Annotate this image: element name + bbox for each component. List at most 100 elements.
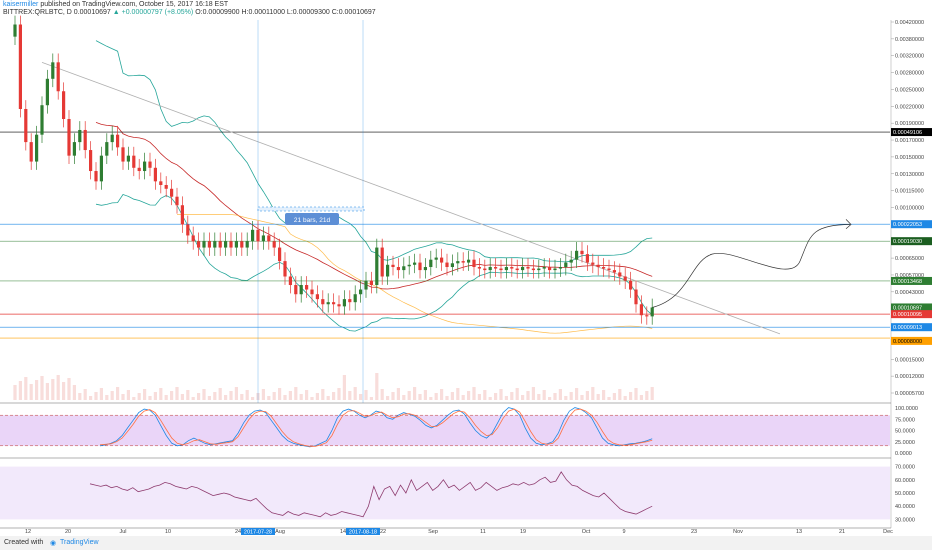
candle [634, 289, 638, 305]
candle [386, 264, 390, 277]
candle [375, 247, 379, 286]
candle [558, 267, 562, 269]
price-tag-label: 0.00013468 [893, 279, 922, 285]
volume-bar [337, 388, 341, 400]
candle [326, 302, 330, 305]
price-tag-label: 0.00019030 [893, 239, 922, 245]
moving-average [177, 214, 653, 334]
candle [278, 247, 282, 262]
volume-bar [24, 377, 28, 400]
price-tag-label: 0.00010697 [893, 305, 922, 311]
candle [213, 241, 217, 248]
candle [629, 280, 633, 290]
volume-bar [418, 394, 422, 400]
candle [245, 241, 249, 248]
candle [35, 134, 39, 162]
volume-bar [288, 391, 292, 400]
volume-bar [639, 395, 643, 400]
price-tick-label: 0.00057000 [895, 273, 924, 279]
volume-bar [423, 390, 427, 400]
candle [267, 235, 271, 242]
price-tag-label: 0.00010095 [893, 312, 922, 318]
price-tick-label: 0.00420000 [895, 20, 924, 26]
volume-bar [67, 378, 71, 400]
volume-bar [180, 394, 184, 400]
volume-bar [369, 397, 373, 400]
candle [348, 299, 352, 303]
symbol: BITTREX:QRLBTC, D [3, 9, 72, 16]
price-tag [891, 237, 932, 246]
volume-bar [612, 393, 616, 400]
volume-bar [380, 389, 384, 400]
candle [445, 262, 449, 268]
volume-bar [72, 385, 76, 400]
candle [515, 268, 519, 271]
volume-bar [650, 387, 654, 400]
price-tag-label: 0.00008000 [893, 339, 922, 345]
volume-bar [634, 388, 638, 400]
volume-bar [607, 397, 611, 400]
price-tick-label: 0.00100000 [895, 206, 924, 212]
volume-bar [191, 397, 195, 400]
ohlc-values: O:0.00009900 H:0.00011000 L:0.00009300 C… [195, 9, 376, 16]
price-tag [891, 128, 932, 137]
stoch-rsi-pane[interactable]: 100.0000 75.0000 50.0000 25.0000 0.0000 [0, 406, 918, 457]
price-tick-label: 0.00150000 [895, 155, 924, 161]
volume-bar [110, 391, 114, 400]
volume-bar [105, 395, 109, 400]
price-tick-label: 0.00170000 [895, 138, 924, 144]
chart-canvas[interactable]: 0.00420000 0.00380000 0.00320000 0.00280000… [0, 0, 932, 536]
measure-range [257, 206, 365, 212]
candle [256, 229, 260, 242]
candle [186, 224, 190, 236]
author-name[interactable]: kaisermiller [3, 1, 39, 8]
time-tag-label: 2017-07-28 [244, 530, 272, 536]
volume-bar [18, 381, 22, 400]
time-tick-label: 12 [25, 529, 31, 535]
volume-bar [602, 390, 606, 400]
candle [472, 259, 476, 268]
volume-bar [575, 388, 579, 400]
measure-tool: 21 bars, 21d [257, 206, 365, 225]
volume-bar [359, 394, 363, 400]
measure-label-box [285, 213, 339, 225]
price-tag [891, 220, 932, 229]
candle [612, 270, 616, 273]
volume-bar [386, 396, 390, 400]
volume-bar [483, 390, 487, 400]
candle [423, 267, 427, 271]
candle [143, 161, 147, 172]
volume-bar [396, 388, 400, 400]
volume-bar [472, 387, 476, 400]
volume-bars [13, 373, 654, 400]
price-pane[interactable] [0, 20, 890, 403]
volume-bar [569, 392, 573, 400]
candle [359, 289, 363, 295]
candle [148, 161, 152, 168]
volume-bar [197, 393, 201, 400]
volume-bar [645, 391, 649, 400]
candle [477, 267, 481, 269]
tradingview-brand[interactable]: TradingView [60, 539, 99, 546]
time-tag [241, 528, 275, 535]
candle [116, 134, 120, 148]
price-tag-label: 0.00049106 [893, 130, 922, 136]
time-axis[interactable]: 12 20 Jul 10 24 Aug 14 22 Sep 11 19 Oct 9 23 Nov 13 21 De… [25, 528, 893, 536]
volume-bar [40, 376, 44, 400]
volume-bar [591, 387, 595, 400]
volume-bar [153, 392, 157, 400]
volume-bar [78, 393, 82, 400]
rsi-pane[interactable]: 70.0000 60.0000 50.0000 40.0000 30.0000 [0, 465, 915, 524]
candle [67, 119, 71, 156]
candle [251, 229, 255, 242]
candle [294, 285, 298, 295]
candle [56, 62, 60, 92]
price-tick-label: 0.00130000 [895, 172, 924, 178]
candle [353, 294, 357, 303]
volume-bar [618, 389, 622, 400]
candle [13, 24, 17, 37]
published-text: published on TradingView.com, October 15… [38, 1, 229, 8]
volume-bar [407, 391, 411, 400]
candle [288, 276, 292, 286]
price-tick-label: 0.00320000 [895, 54, 924, 60]
